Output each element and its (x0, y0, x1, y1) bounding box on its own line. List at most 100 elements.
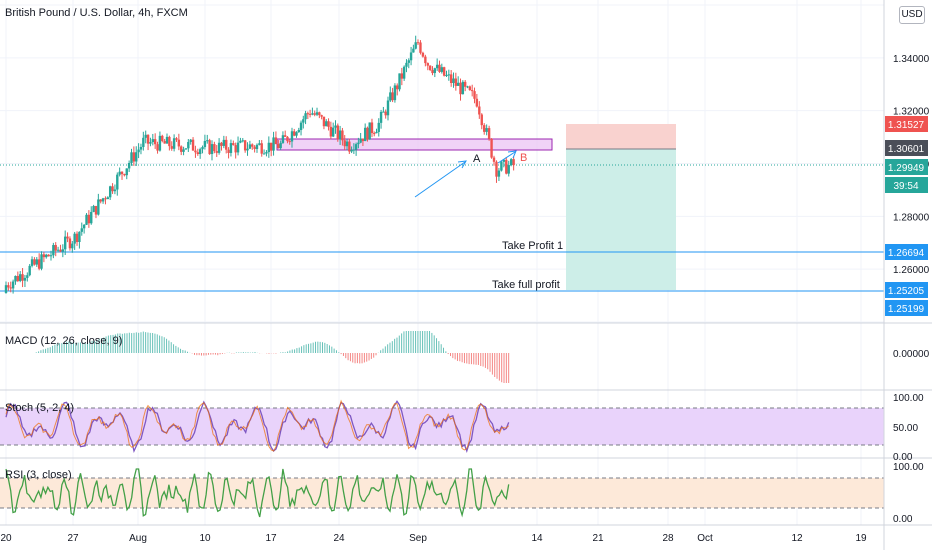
candle-body (334, 125, 337, 128)
candle-body (35, 259, 38, 265)
candle-body (151, 139, 155, 143)
candle-body (78, 231, 81, 243)
candle-body (187, 141, 190, 149)
candle-body (82, 224, 86, 229)
candle-body (379, 111, 383, 123)
candle-body (113, 189, 117, 192)
point-b-label: B (520, 152, 527, 164)
trend-arrow-head (457, 160, 467, 169)
candle-body (267, 142, 271, 153)
candle-body (357, 142, 360, 145)
candle-body (106, 197, 110, 200)
candle-body (234, 145, 237, 153)
candle-body (146, 134, 150, 144)
price-badge (885, 177, 928, 193)
currency-button[interactable]: USD (899, 6, 925, 24)
trend-arrow-line[interactable] (414, 161, 466, 198)
candle-body (454, 78, 458, 86)
candle-body (132, 152, 136, 162)
candle-body (87, 214, 91, 224)
price-badge (885, 140, 928, 156)
rsi-line (5, 468, 510, 518)
candle-body (94, 205, 98, 215)
candle-body (322, 116, 326, 127)
candle-body (512, 159, 515, 166)
time-axis[interactable]: 20 27 Aug 10 17 24 Sep 14 21 28 Oct 12 19 (0, 533, 867, 544)
candle-body (255, 144, 259, 150)
candle-body (475, 98, 479, 107)
candle-body (61, 249, 65, 252)
time-tick-label: 19 (855, 533, 867, 544)
candle-body (438, 64, 441, 72)
candle-body (311, 113, 314, 115)
time-tick-label: 17 (265, 533, 277, 544)
price-badge (885, 116, 928, 132)
candle-body (447, 74, 451, 76)
candle-body (336, 125, 339, 140)
time-tick-label: 24 (333, 533, 345, 544)
candle-body (308, 113, 312, 115)
candle-body (507, 165, 510, 174)
candle-body (262, 153, 266, 155)
candle-body (253, 146, 256, 150)
candle-body (260, 143, 263, 154)
candle-body (248, 144, 252, 149)
candle-body (492, 157, 496, 162)
resistance-zone[interactable] (276, 138, 553, 151)
indicator-tick-label: 100.00 (893, 462, 924, 473)
candle-body (23, 277, 27, 281)
candle-body (28, 265, 31, 276)
candle-body (213, 144, 216, 152)
candle-body (421, 52, 425, 57)
b-arrow-line[interactable] (497, 151, 516, 164)
price-badge-label: 1.30601 (888, 144, 925, 155)
candle-body (459, 82, 462, 95)
price-tick-label: 1.26000 (893, 265, 930, 276)
candle-body (354, 144, 358, 150)
candle-body (9, 287, 12, 289)
candle-body (470, 90, 474, 92)
candle-body (466, 86, 469, 88)
candle-body (473, 91, 476, 99)
candle-body (359, 138, 362, 143)
stoch-title: Stoch (5, 2, 4) (5, 402, 75, 414)
price-axis[interactable]: 1.340001.320001.300001.280001.260001.315… (885, 54, 930, 316)
candle-body (4, 285, 8, 293)
candle-body (412, 48, 415, 53)
candle-body (21, 274, 24, 281)
candle-body (158, 135, 162, 151)
candle-body (220, 142, 223, 146)
candle-body (246, 148, 249, 151)
candle-body (363, 127, 367, 142)
b-arrow-head (507, 150, 517, 159)
candle-body (258, 143, 261, 145)
candle-body (343, 140, 346, 147)
time-tick-label: 28 (662, 533, 674, 544)
candle-body (400, 73, 404, 79)
candle-body (54, 245, 57, 251)
candle-body (90, 211, 93, 224)
time-tick-label: 27 (67, 533, 79, 544)
candle-body (442, 67, 446, 76)
price-badge-label: 1.25205 (888, 286, 925, 297)
candle-body (409, 52, 413, 61)
candle-body (75, 233, 79, 243)
candle-body (405, 62, 408, 67)
candle-body (225, 139, 228, 150)
candle-body (283, 135, 287, 137)
candle-body (480, 114, 483, 126)
take-profit-area (566, 149, 676, 290)
macd-title: MACD (12, 26, close, 9) (5, 335, 123, 347)
candle-body (490, 138, 493, 158)
candle-body (30, 259, 34, 266)
candle-body (396, 85, 399, 90)
indicator-tick-label: 50.00 (893, 423, 918, 434)
candle-body (391, 92, 394, 101)
candle-body (123, 174, 126, 176)
candle-body (304, 113, 307, 120)
candle-body (153, 139, 157, 145)
candle-body (331, 127, 335, 137)
candle-body (215, 151, 218, 153)
